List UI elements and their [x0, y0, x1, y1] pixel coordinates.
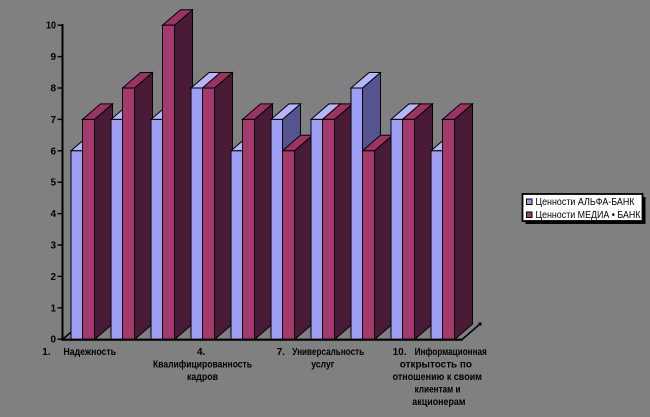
svg-text:9: 9 [50, 52, 56, 63]
svg-text:1: 1 [50, 303, 56, 314]
svg-text:5: 5 [50, 178, 56, 189]
svg-text:Квалифицированность: Квалифицированность [153, 359, 252, 371]
svg-text:10.: 10. [393, 347, 407, 358]
svg-text:3: 3 [50, 241, 56, 252]
svg-text:акционерам: акционерам [412, 397, 465, 408]
svg-text:1.: 1. [42, 347, 51, 358]
svg-text:Ценности МЕДИА • БАНК: Ценности МЕДИА • БАНК [536, 210, 641, 221]
svg-text:клиентам и: клиентам и [415, 385, 461, 396]
svg-text:6: 6 [50, 146, 56, 157]
svg-text:4.: 4. [197, 347, 206, 358]
svg-text:8: 8 [50, 84, 56, 95]
svg-text:Информационная: Информационная [415, 346, 487, 358]
svg-text:открытость по: открытость по [400, 360, 472, 371]
svg-text:Ценности АЛЬФА-БАНК: Ценности АЛЬФА-БАНК [536, 197, 635, 208]
svg-text:Надежность: Надежность [64, 347, 117, 358]
svg-text:Универсальность: Универсальность [292, 347, 364, 358]
svg-text:7.: 7. [277, 347, 286, 358]
svg-text:0: 0 [50, 335, 56, 346]
svg-text:2: 2 [50, 272, 56, 283]
svg-text:отношению к своим: отношению к своим [393, 372, 482, 383]
svg-text:7: 7 [50, 115, 56, 126]
svg-text:10: 10 [46, 21, 56, 32]
svg-text:4: 4 [50, 209, 56, 220]
svg-text:услуг: услуг [311, 360, 334, 371]
svg-text:кадров: кадров [187, 372, 218, 383]
